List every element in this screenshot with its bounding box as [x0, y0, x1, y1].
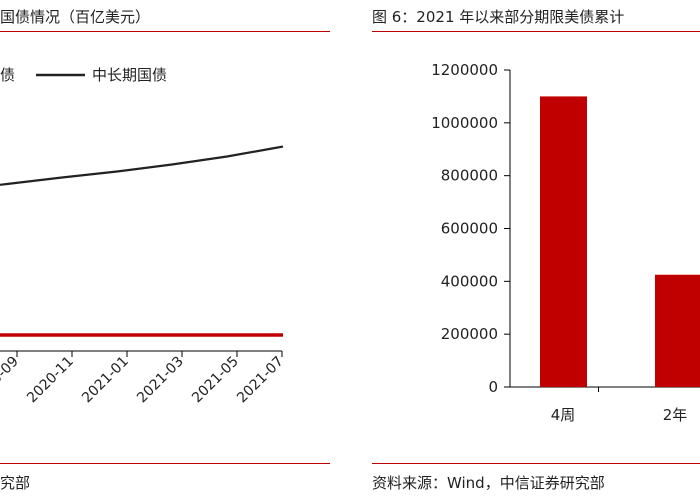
right-chart-title: 图 6：2021 年以来部分期限美债累计	[372, 8, 625, 26]
right-y-tick-label: 0	[488, 378, 498, 396]
right-source-rule	[372, 463, 700, 464]
bar-4周	[540, 96, 587, 388]
left-legend-partial-label: 债	[0, 66, 15, 84]
left-chart-title: 国债情况（百亿美元）	[0, 8, 151, 26]
left-source-rule	[0, 463, 330, 464]
right-x-tick-label: 2年	[663, 406, 688, 424]
left-x-tick-label: 2021-01	[79, 354, 132, 407]
series-line-0	[0, 145, 284, 186]
right-x-tick-label: 4周	[551, 406, 576, 424]
right-y-tick-label: 600000	[441, 220, 498, 238]
left-title-rule	[0, 31, 330, 32]
bar-2年	[655, 274, 700, 387]
right-y-tick-label: 400000	[441, 272, 498, 290]
left-source-text: 究部	[0, 474, 31, 492]
left-x-tick-label: 2021-07	[234, 354, 287, 407]
left-line-chart: 债 中长期国债 2020-09 2020-11 2021-01 2021-03 2021…	[0, 66, 287, 406]
right-bar-chart: 020000040000060000080000010000001200000 …	[431, 61, 700, 424]
left-x-tick-label: 2020-11	[24, 354, 77, 407]
right-y-tick-label: 1000000	[431, 114, 498, 132]
right-y-tick-label: 200000	[441, 325, 498, 343]
left-x-tick-label: 2021-05	[189, 354, 242, 407]
right-title-rule	[372, 31, 700, 32]
right-y-tick-label: 1200000	[431, 61, 498, 79]
right-source-text: 资料来源：Wind，中信证券研究部	[372, 474, 605, 492]
right-y-tick-label: 800000	[441, 167, 498, 185]
left-x-tick-label: 2020-09	[0, 354, 22, 407]
legend-label-mid-long-term: 中长期国债	[92, 66, 167, 84]
left-x-tick-label: 2021-03	[134, 354, 187, 407]
